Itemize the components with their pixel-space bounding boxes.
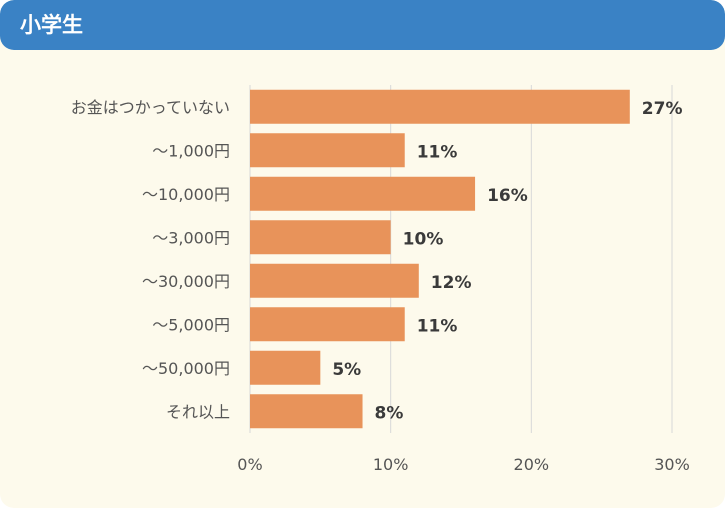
x-tick-label: 30%	[654, 455, 690, 474]
chart-title: 小学生	[20, 13, 83, 37]
bar	[250, 350, 321, 385]
bar	[250, 394, 363, 429]
data-label: 11%	[417, 142, 458, 162]
bar	[250, 263, 419, 298]
x-tick-label: 10%	[373, 455, 409, 474]
data-label: 16%	[487, 186, 528, 206]
header-bar: 小学生	[0, 0, 725, 50]
bar	[250, 133, 405, 168]
data-label: 27%	[642, 99, 683, 119]
data-label: 12%	[431, 273, 472, 293]
category-label: ～10,000円	[142, 185, 230, 204]
data-label: 11%	[417, 316, 458, 336]
category-label: お金はつかっていない	[71, 98, 230, 117]
category-label: それ以上	[166, 402, 230, 421]
category-label: ～5,000円	[152, 315, 230, 334]
x-tick-label: 0%	[237, 455, 262, 474]
category-label: ～3,000円	[152, 228, 230, 247]
category-label: ～30,000円	[142, 272, 230, 291]
data-label: 10%	[403, 229, 444, 249]
x-tick-label: 20%	[514, 455, 550, 474]
category-label: ～50,000円	[142, 359, 230, 378]
data-label: 8%	[375, 403, 404, 423]
bar	[250, 220, 391, 255]
data-label: 5%	[332, 360, 361, 380]
bar	[250, 176, 476, 211]
category-label: ～1,000円	[152, 141, 230, 160]
bar	[250, 89, 630, 124]
bar	[250, 307, 405, 342]
